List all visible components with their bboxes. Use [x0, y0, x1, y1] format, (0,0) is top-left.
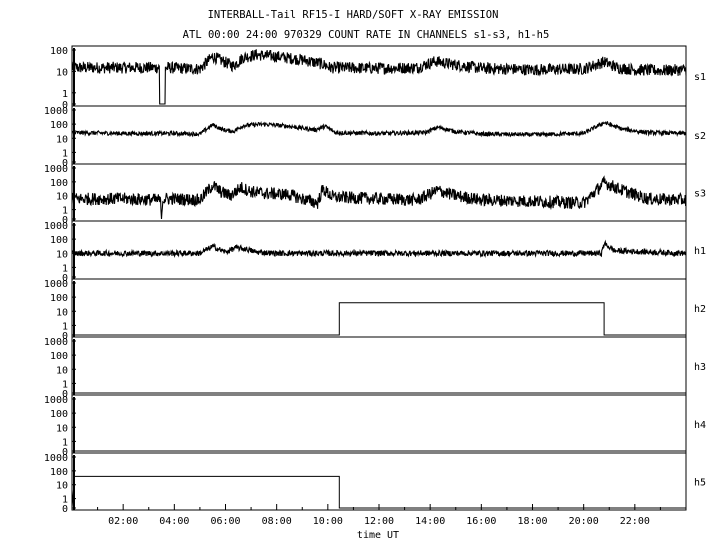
y-tick-label-s3: 1000	[44, 164, 68, 175]
panel-h3: 1000 100 10 10 h3	[44, 336, 706, 400]
y-tick-label-h2: 10	[56, 307, 68, 318]
channel-label-s3: s3	[694, 189, 706, 200]
y-tick-label-s2: 1	[62, 148, 68, 159]
y-tick-label-h2: 100	[50, 293, 68, 304]
y-tick-label-h4: 10	[56, 423, 68, 434]
channel-label-h1: h1	[694, 246, 706, 257]
y-tick-label-h5: 1	[62, 495, 68, 506]
y-tick-label-h3: 10	[56, 365, 68, 376]
x-tick-label: 10:00	[313, 516, 343, 527]
panel-frame-h2	[71, 278, 687, 338]
y-tick-label-h3: 0	[62, 389, 68, 400]
y-tick-label-h5: 100	[50, 467, 68, 478]
x-tick-label: 14:00	[415, 516, 445, 527]
y-tick-label-h5: 10	[56, 481, 68, 492]
x-tick-label: 16:00	[466, 516, 496, 527]
channel-label-h3: h3	[694, 362, 706, 373]
y-tick-label-s3: 100	[50, 178, 68, 189]
y-tick-label-h4: 100	[50, 409, 68, 420]
series-line-s2	[71, 120, 687, 138]
y-tick-label-h3: 1	[62, 379, 68, 390]
y-tick-label-h1: 1000	[44, 221, 68, 232]
y-tick-label-h5: 1000	[44, 453, 68, 464]
panel-s3: 1000 100 10 10 s3	[44, 163, 706, 226]
y-tick-label-h2: 0	[62, 331, 68, 342]
panel-s1: 100 10 10 s1	[50, 45, 706, 111]
chart-title: INTERBALL-Tail RF15-I HARD/SOFT X-RAY EM…	[208, 9, 499, 21]
x-axis-label: time UT	[357, 530, 399, 541]
x-tick-label: 18:00	[517, 516, 547, 527]
y-tick-label-s1: 10	[56, 67, 68, 78]
channel-label-s2: s2	[694, 131, 706, 142]
panel-h2: 1000 100 10 10 h2	[44, 278, 706, 342]
series-line-h2	[72, 302, 686, 336]
x-tick-label: 06:00	[210, 516, 240, 527]
panel-frame-s1	[71, 45, 687, 107]
y-tick-label-s2: 100	[50, 120, 68, 131]
y-tick-label-s3: 1	[62, 206, 68, 217]
panel-frame-h1	[71, 220, 687, 280]
x-tick-label: 22:00	[620, 516, 650, 527]
panel-frame-s2	[71, 105, 687, 165]
x-tick-label: 04:00	[159, 516, 189, 527]
panel-h1: 1000 100 10 10 h1	[44, 220, 706, 284]
panel-h5: 1000 100 10 10 h5	[44, 452, 706, 515]
y-tick-label-h4: 1	[62, 437, 68, 448]
panel-s2: 1000 100 10 10 s2	[44, 105, 706, 169]
panel-frame-h4	[71, 394, 687, 454]
y-tick-label-s1: 0	[62, 100, 68, 111]
y-tick-label-s3: 10	[56, 192, 68, 203]
chart-subtitle: ATL 00:00 24:00 970329 COUNT RATE IN CHA…	[183, 29, 550, 41]
x-tick-label: 02:00	[108, 516, 138, 527]
y-tick-label-s1: 1	[62, 89, 68, 100]
y-tick-label-h5: 0	[62, 504, 68, 515]
y-tick-label-h4: 0	[62, 447, 68, 458]
x-tick-label: 20:00	[569, 516, 599, 527]
y-tick-label-h1: 100	[50, 235, 68, 246]
x-tick-label: 12:00	[364, 516, 394, 527]
y-tick-label-s2: 1000	[44, 106, 68, 117]
y-tick-label-h2: 1000	[44, 279, 68, 290]
panel-frame-h3	[71, 336, 687, 396]
panel-stack: 1001010s110001001010s210001001010s310001…	[44, 45, 706, 515]
y-tick-label-s2: 0	[62, 158, 68, 169]
panel-h4: 1000 100 10 10 h4	[44, 394, 706, 458]
y-tick-label-s1: 100	[50, 46, 68, 57]
channel-label-h4: h4	[694, 420, 706, 431]
channel-label-h2: h2	[694, 304, 706, 315]
x-tick-label: 08:00	[262, 516, 292, 527]
series-line-s3	[71, 175, 687, 220]
channel-label-s1: s1	[694, 72, 706, 83]
series-line-s1	[71, 49, 687, 105]
series-line-h5	[71, 475, 686, 509]
y-tick-label-h3: 100	[50, 351, 68, 362]
y-tick-label-h1: 10	[56, 249, 68, 260]
y-tick-label-h2: 1	[62, 321, 68, 332]
channel-label-h5: h5	[694, 478, 706, 489]
series-line-h1	[71, 239, 687, 259]
x-axis: 02:00 04:00 06:00 08:00 10:00 12:00 14:00 16:00…	[71, 504, 687, 527]
y-tick-label-h1: 0	[62, 273, 68, 284]
y-tick-label-h4: 1000	[44, 395, 68, 406]
y-tick-label-s2: 10	[56, 134, 68, 145]
y-tick-label-h1: 1	[62, 263, 68, 274]
y-tick-label-s3: 0	[62, 215, 68, 226]
y-tick-label-h3: 1000	[44, 337, 68, 348]
panel-frame-h5	[71, 452, 687, 511]
